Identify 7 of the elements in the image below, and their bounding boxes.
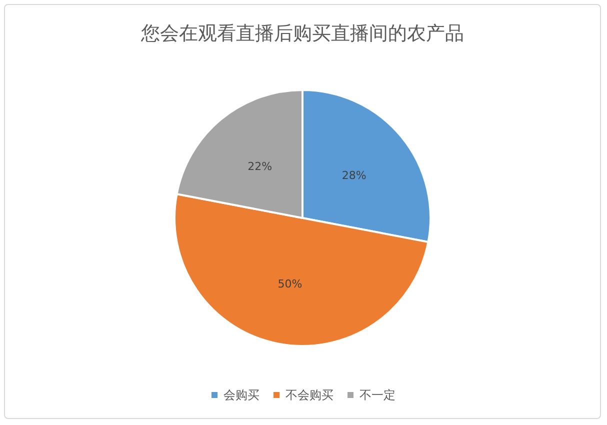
data-label: 50% xyxy=(278,277,302,290)
data-label: 28% xyxy=(342,168,366,182)
legend-label: 不一定 xyxy=(360,388,396,402)
legend-label: 会购买 xyxy=(224,388,260,402)
chart-title: 您会在观看直播后购买直播间的农产品 xyxy=(140,22,464,44)
legend-label: 不会购买 xyxy=(286,388,334,402)
data-label: 22% xyxy=(248,160,272,173)
